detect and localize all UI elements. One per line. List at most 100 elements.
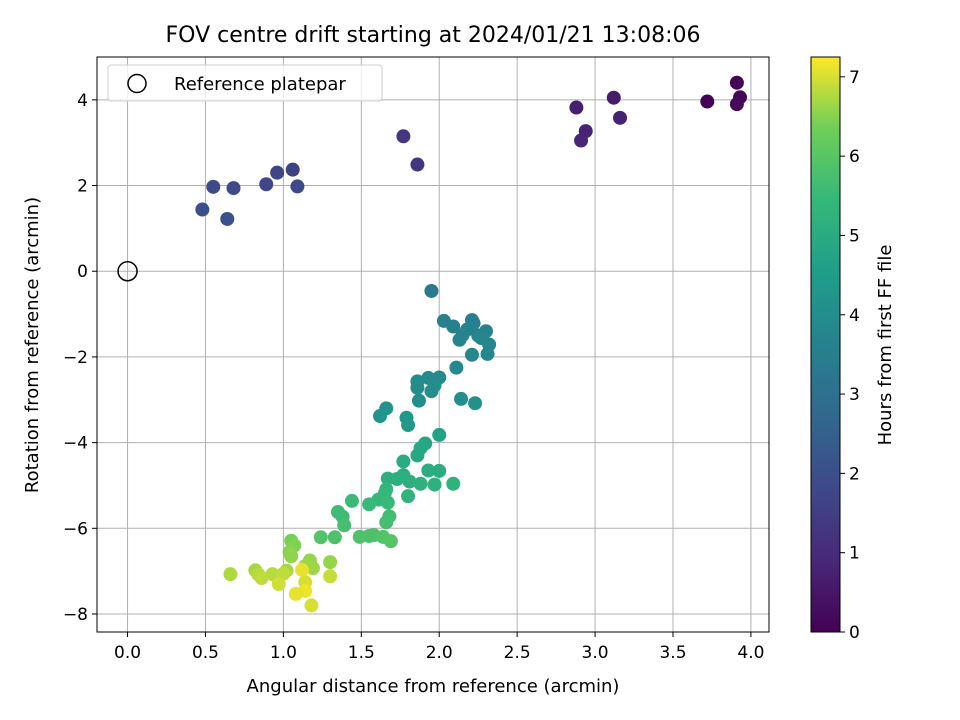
colorbar-tick-label: 5 <box>849 226 860 246</box>
data-point <box>480 346 495 361</box>
y-tick-label: −4 <box>63 434 88 454</box>
data-point <box>206 179 221 194</box>
grid-lines <box>97 57 769 632</box>
y-tick-label: −8 <box>63 605 88 625</box>
colorbar-tick-label: 4 <box>849 306 860 326</box>
data-point <box>410 448 425 463</box>
data-point <box>304 598 319 613</box>
data-point <box>427 477 442 492</box>
colorbar-tick-label: 6 <box>849 147 860 167</box>
colorbar-ticks: 0 1 2 3 4 5 6 7 <box>840 68 860 643</box>
data-point <box>290 179 305 194</box>
legend: Reference platepar <box>107 64 383 102</box>
data-point <box>254 571 269 586</box>
data-point <box>432 463 447 478</box>
data-point <box>379 515 394 530</box>
colorbar-tick-label: 7 <box>849 68 860 88</box>
data-point <box>700 94 715 109</box>
data-point <box>446 319 461 334</box>
data-point <box>413 476 428 491</box>
data-point <box>729 97 744 112</box>
data-point <box>270 165 285 180</box>
data-point <box>337 518 352 533</box>
data-point <box>606 90 621 105</box>
data-point <box>401 418 416 433</box>
data-point <box>474 331 489 346</box>
data-point <box>380 495 395 510</box>
y-tick-label: −2 <box>63 348 88 368</box>
data-point <box>410 157 425 172</box>
y-tick-label: 2 <box>77 177 88 197</box>
x-tick-label: 0.0 <box>114 643 141 663</box>
data-point <box>285 162 300 177</box>
data-point <box>464 347 479 362</box>
data-point <box>373 409 388 424</box>
data-point <box>396 454 411 469</box>
data-point <box>729 75 744 90</box>
colorbar-label: Hours from first FF file <box>875 245 896 446</box>
data-point <box>574 133 589 148</box>
colorbar-tick-label: 1 <box>849 544 860 564</box>
data-point <box>327 530 342 545</box>
colorbar-tick-label: 2 <box>849 464 860 484</box>
data-point <box>401 489 416 504</box>
x-axis-label: Angular distance from reference (arcmin) <box>247 676 620 697</box>
reference-marker <box>117 260 138 282</box>
data-point <box>313 530 328 545</box>
chart-title: FOV centre drift starting at 2024/01/21 … <box>166 23 701 48</box>
colorbar <box>810 56 841 633</box>
data-point <box>295 562 310 577</box>
data-point <box>396 129 411 144</box>
data-point <box>424 283 439 298</box>
x-tick-label: 1.5 <box>348 643 375 663</box>
y-tick-label: 0 <box>77 262 88 282</box>
data-point <box>271 577 286 592</box>
data-point <box>454 391 469 406</box>
legend-entry-reference: Reference platepar <box>174 74 346 95</box>
data-point <box>306 561 320 576</box>
data-point <box>410 380 425 395</box>
data-point <box>424 384 439 399</box>
data-point <box>288 586 303 601</box>
x-tick-label: 0.5 <box>192 643 219 663</box>
data-point <box>432 427 447 442</box>
x-tick-label: 3.5 <box>659 643 686 663</box>
data-point <box>613 110 628 125</box>
data-point <box>323 569 338 584</box>
data-point <box>352 529 367 544</box>
x-tick-label: 2.5 <box>504 643 531 663</box>
x-tick-label: 2.0 <box>426 643 453 663</box>
legend-reference-marker <box>127 73 147 94</box>
data-point <box>362 497 377 512</box>
data-point <box>259 177 274 192</box>
colorbar-tick-label: 0 <box>849 623 860 643</box>
data-point <box>449 360 464 375</box>
data-point <box>468 396 483 411</box>
x-tick-label: 3.0 <box>582 643 609 663</box>
data-point <box>569 100 584 115</box>
x-tick-label: 4.0 <box>737 643 764 663</box>
data-point <box>226 181 241 196</box>
data-point <box>452 332 467 347</box>
data-points <box>195 75 748 613</box>
data-point <box>223 567 238 582</box>
y-tick-label: −6 <box>63 519 88 539</box>
data-point <box>323 555 338 570</box>
x-axis-ticks: 0.0 0.5 1.0 1.5 2.0 2.5 3.0 3.5 4.0 <box>114 632 764 663</box>
y-tick-label: 4 <box>77 91 88 111</box>
data-point <box>421 463 436 478</box>
data-point <box>195 202 210 217</box>
data-point <box>402 474 417 489</box>
plot-frame <box>96 56 770 633</box>
reference-platepar-point <box>117 260 138 282</box>
legend-box <box>107 64 383 102</box>
data-point <box>220 211 235 226</box>
data-point <box>284 549 299 564</box>
data-point <box>411 393 426 408</box>
data-point <box>383 534 398 549</box>
data-point <box>380 471 395 486</box>
colorbar-tick-label: 3 <box>849 385 860 405</box>
data-point <box>446 476 461 491</box>
